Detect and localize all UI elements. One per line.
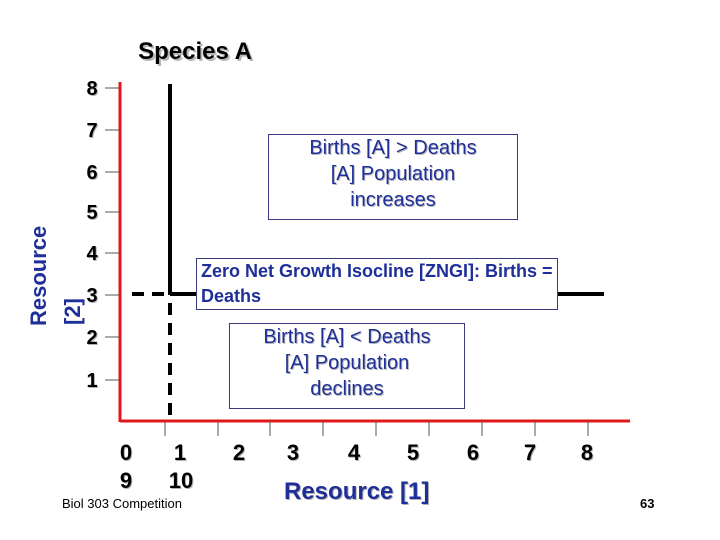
annotation-line: declines [310,378,384,400]
y-tick-label: 2 [86,327,98,349]
x-tick-label: 1 [173,440,187,465]
y-tick-label: 1 [86,370,98,392]
zngi-line: Zero Net Growth Isocline [ZNGI]: Births … [201,261,553,281]
y-tick-label: 8 [86,78,98,100]
x-tick-label: 7 [523,440,537,465]
annotation-line: Births [A] > Deaths [309,137,477,159]
annotation-line: Births [A] < Deaths [263,326,431,348]
x-tick-label: 10 [168,468,194,493]
annotation-line: [A] Population [284,352,410,374]
y-tick-label: 6 [86,162,98,184]
y-axis-ticks [105,87,120,381]
x-tick-label: 4 [347,440,361,465]
x-tick-label: 2 [232,440,246,465]
x-tick-label: 6 [466,440,480,465]
x-tick-label: 8 [580,440,594,465]
x-axis-label: Resource [1] [284,478,430,505]
slide-number: 63 [640,496,655,511]
annotation-line: increases [350,189,436,211]
zngi-line: Deaths [201,286,262,307]
annotation-decline-box: Births [A] < Deaths [A] Population decli… [229,323,465,409]
y-tick-label: 5 [86,202,98,224]
zngi-label: Zero Net Growth Isocline [ZNGI]: Births … [196,258,558,311]
annotation-increase-box: Births [A] > Deaths [A] Population incre… [268,134,518,220]
footer-text: Biol 303 Competition [62,496,182,511]
y-axis-label-unit: [2] [60,298,85,325]
x-tick-label: 9 [119,468,133,493]
annotation-line: [A] Population [330,163,456,185]
y-axis-label: Resource [26,225,51,326]
y-tick-label: 7 [86,120,98,142]
x-tick-label: 3 [286,440,300,465]
x-tick-label: 5 [406,440,420,465]
slide-title: Species A [138,38,252,65]
x-tick-label: 0 [119,440,133,465]
y-tick-label: 3 [86,285,98,307]
x-axis-ticks [164,421,589,436]
y-tick-label: 4 [86,243,98,265]
